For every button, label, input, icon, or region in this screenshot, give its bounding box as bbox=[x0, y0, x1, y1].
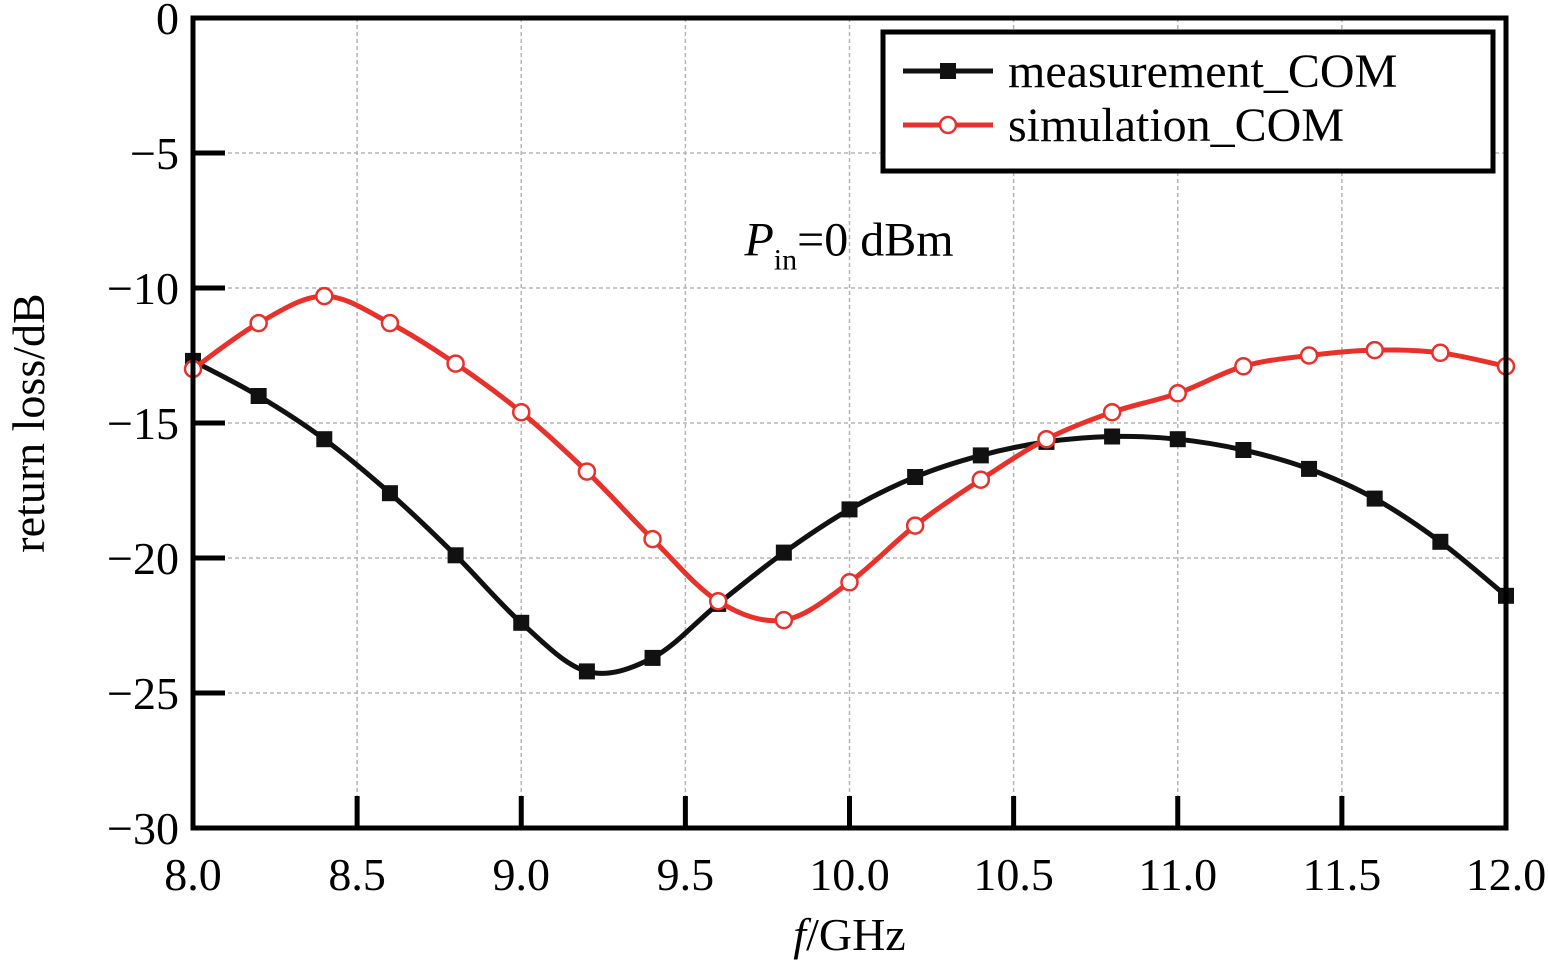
legend-label-simulation: simulation_COM bbox=[1008, 99, 1344, 152]
y-tick-label: −20 bbox=[107, 533, 179, 584]
data-point bbox=[381, 485, 398, 502]
data-point bbox=[1037, 429, 1056, 449]
legend-marker-measurement bbox=[940, 63, 956, 79]
data-point bbox=[1366, 490, 1383, 507]
data-point bbox=[1301, 460, 1318, 477]
series-layer bbox=[183, 286, 1516, 680]
tick-labels: 8.0 8.5 9.0 9.5 10.0 10.5 11.0 11.5 12.0 0 −5 −10 −1… bbox=[107, 0, 1546, 900]
data-point bbox=[1168, 384, 1187, 403]
data-point bbox=[644, 649, 661, 666]
input-power-annotation: Pin=0 dBm bbox=[743, 214, 953, 277]
data-point bbox=[512, 402, 531, 422]
data-point bbox=[447, 547, 464, 564]
data-point bbox=[775, 544, 792, 561]
y-tick-label: −5 bbox=[130, 128, 179, 179]
x-tick-label: 8.0 bbox=[164, 849, 222, 900]
data-point bbox=[840, 573, 859, 592]
x-tick-label: 10.5 bbox=[973, 849, 1054, 900]
data-point bbox=[1169, 431, 1186, 448]
series-simulation_COM bbox=[183, 286, 1516, 630]
data-point bbox=[1431, 343, 1450, 363]
y-tick-label: −30 bbox=[107, 803, 179, 854]
data-point bbox=[316, 431, 333, 448]
data-point bbox=[1235, 442, 1252, 458]
data-point bbox=[1365, 340, 1384, 360]
legend-label-measurement: measurement_COM bbox=[1008, 45, 1397, 98]
data-point bbox=[905, 516, 925, 535]
x-axis-title-rest: /GHz bbox=[806, 909, 906, 960]
data-point bbox=[1104, 428, 1121, 445]
legend-marker-simulation bbox=[938, 115, 958, 135]
axis-ticks bbox=[190, 15, 1509, 831]
data-point bbox=[380, 313, 400, 333]
data-point bbox=[1299, 346, 1319, 365]
data-point bbox=[774, 610, 794, 630]
data-point bbox=[1432, 533, 1449, 550]
data-point bbox=[446, 354, 465, 373]
data-point bbox=[708, 591, 728, 611]
data-point bbox=[315, 286, 334, 306]
y-tick-label: 0 bbox=[156, 0, 179, 44]
y-tick-label: −10 bbox=[107, 263, 179, 314]
y-axis-title: return loss/dB bbox=[3, 293, 54, 552]
x-axis-title: f/GHz bbox=[793, 909, 905, 960]
x-tick-label: 12.0 bbox=[1466, 849, 1547, 900]
data-point bbox=[578, 663, 595, 680]
legend-box bbox=[880, 29, 1496, 174]
data-point bbox=[249, 313, 268, 333]
annotation-rest: =0 dBm bbox=[797, 214, 953, 267]
annotation-main: P bbox=[743, 214, 773, 267]
x-tick-label: 11.5 bbox=[1302, 849, 1381, 900]
y-tick-label: −15 bbox=[107, 398, 179, 449]
x-tick-label: 8.5 bbox=[328, 849, 386, 900]
x-tick-label: 11.0 bbox=[1138, 849, 1217, 900]
x-tick-label: 10.0 bbox=[809, 849, 890, 900]
annotation-sub: in bbox=[774, 244, 797, 277]
data-point bbox=[841, 501, 858, 518]
data-point bbox=[1234, 357, 1253, 376]
legend: measurement_COM simulation_COM bbox=[880, 29, 1496, 174]
x-tick-label: 9.0 bbox=[493, 849, 551, 900]
x-tick-label: 9.5 bbox=[657, 849, 715, 900]
y-tick-label: −25 bbox=[107, 668, 179, 719]
data-point bbox=[513, 614, 530, 631]
data-point bbox=[643, 529, 662, 549]
series-line bbox=[191, 358, 1508, 676]
data-point bbox=[907, 469, 924, 485]
data-point bbox=[250, 388, 267, 404]
data-point bbox=[577, 462, 597, 481]
data-point bbox=[1102, 402, 1122, 422]
data-point bbox=[971, 470, 991, 489]
data-point bbox=[972, 447, 989, 464]
